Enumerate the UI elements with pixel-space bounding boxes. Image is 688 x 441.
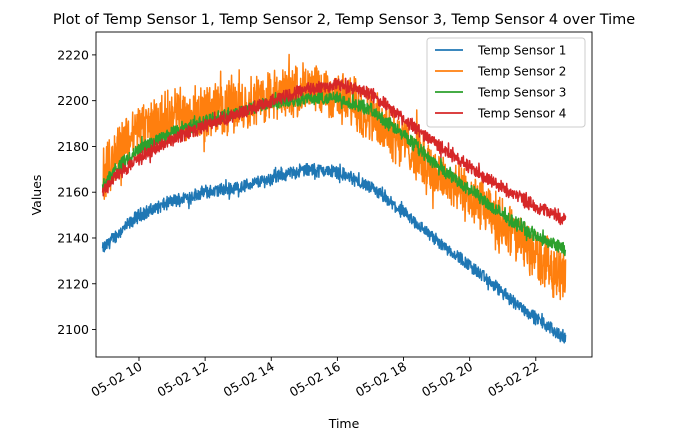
x-tick-label: 05-02 14 [221,359,277,400]
y-tick-label: 2200 [57,93,89,108]
y-tick-label: 2140 [57,230,89,245]
plot-area [101,53,567,344]
y-tick-label: 2160 [57,185,89,200]
x-tick-label: 05-02 22 [485,359,541,400]
x-tick-label: 05-02 18 [353,359,409,400]
x-tick-label: 05-02 20 [419,359,475,400]
legend-box [426,37,586,128]
y-tick-label: 2100 [57,322,89,337]
y-axis-label: Values [29,175,44,216]
series-line-1 [101,162,567,344]
y-tick-label: 2220 [57,47,89,62]
x-tick-label: 05-02 16 [287,359,343,400]
legend: Temp Sensor 1 Temp Sensor 2 Temp Sensor 3 T… [426,37,586,128]
x-axis: 05-02 10 05-02 12 05-02 14 05-02 16 05-02 18… [88,357,541,400]
x-tick-label: 05-02 10 [88,359,144,400]
axes-frame [95,31,593,358]
series-line-2 [102,53,567,301]
y-tick-label: 2120 [57,276,89,291]
y-axis: 2100 2120 2140 2160 2180 2200 2220 [57,47,96,337]
x-axis-label: Time [328,416,360,431]
chart-title: Plot of Temp Sensor 1, Temp Sensor 2, Te… [53,12,635,28]
legend-label-2: Temp Sensor 2 [477,65,566,79]
series-line-4 [101,77,567,226]
x-tick-label: 05-02 12 [154,359,210,400]
legend-label-4: Temp Sensor 4 [477,107,566,121]
y-tick-label: 2180 [57,139,89,154]
legend-label-1: Temp Sensor 1 [477,44,566,58]
legend-label-3: Temp Sensor 3 [477,86,566,100]
